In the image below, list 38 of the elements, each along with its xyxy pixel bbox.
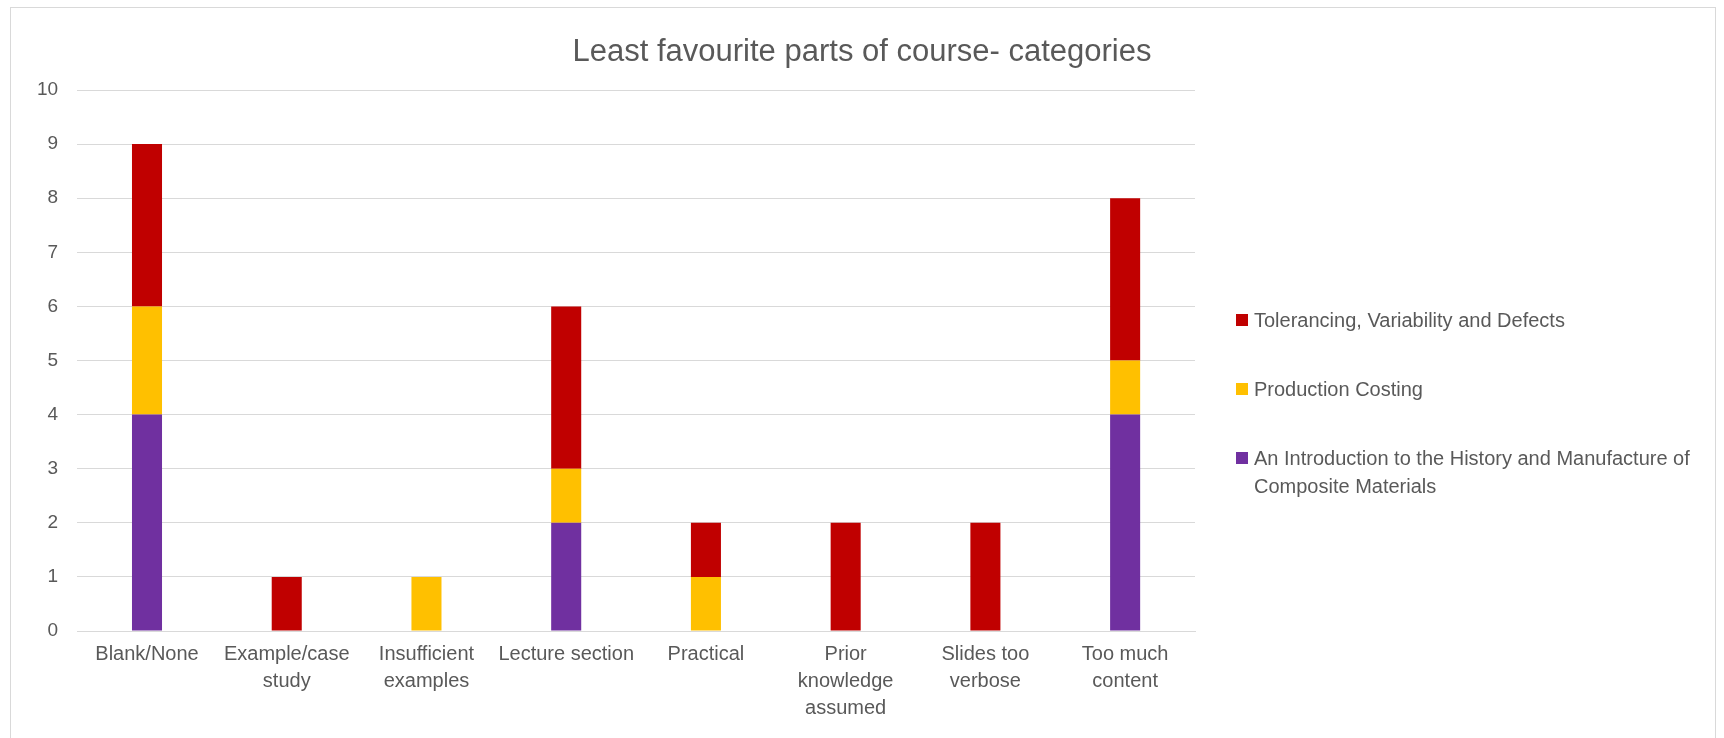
y-tick-label: 3 (47, 456, 59, 478)
bar (131, 306, 163, 415)
y-tick-label: 10 (36, 78, 59, 100)
bar (1110, 198, 1141, 361)
x-tick-label: Prior knowledge assumed (797, 642, 894, 719)
x-tick-label: Blank/None (95, 642, 199, 665)
y-tick-label: 5 (47, 348, 59, 370)
bar (131, 414, 163, 631)
y-tick-label: 0 (47, 619, 59, 641)
x-tick-label: Too much content (1081, 642, 1169, 692)
bar (690, 576, 721, 631)
y-tick-label: 6 (47, 294, 59, 316)
legend-label: Tolerancing, Variability and Defects (1254, 307, 1565, 333)
x-tick-label: Slides too verbose (941, 642, 1030, 692)
bar (830, 522, 861, 631)
y-tick-label: 2 (47, 511, 59, 533)
y-tick-label: 8 (47, 186, 59, 208)
bar (131, 144, 163, 307)
legend-label: Production Costing (1254, 376, 1423, 402)
bar (551, 306, 582, 469)
bar (271, 576, 302, 631)
y-tick-label: 9 (47, 132, 59, 154)
bar (690, 522, 721, 577)
x-tick-label: Insufficient examples (378, 642, 475, 692)
bar (1110, 360, 1141, 415)
legend-label: An Introduction to the History and Manufacture of Composite Materials (1254, 445, 1691, 499)
bar (551, 468, 582, 523)
bar (551, 522, 582, 631)
x-tick-label: Practical (667, 642, 745, 665)
chart-title: Least favourite parts of course- categories (571, 33, 1153, 69)
x-tick-label: Example/case study (223, 642, 350, 692)
y-tick-label: 1 (47, 565, 59, 587)
bar (1110, 414, 1141, 631)
bar (970, 522, 1001, 631)
y-tick-label: 4 (47, 402, 59, 424)
y-tick-label: 7 (47, 240, 59, 262)
x-tick-label: Lecture section (498, 642, 635, 665)
bar (411, 576, 442, 631)
